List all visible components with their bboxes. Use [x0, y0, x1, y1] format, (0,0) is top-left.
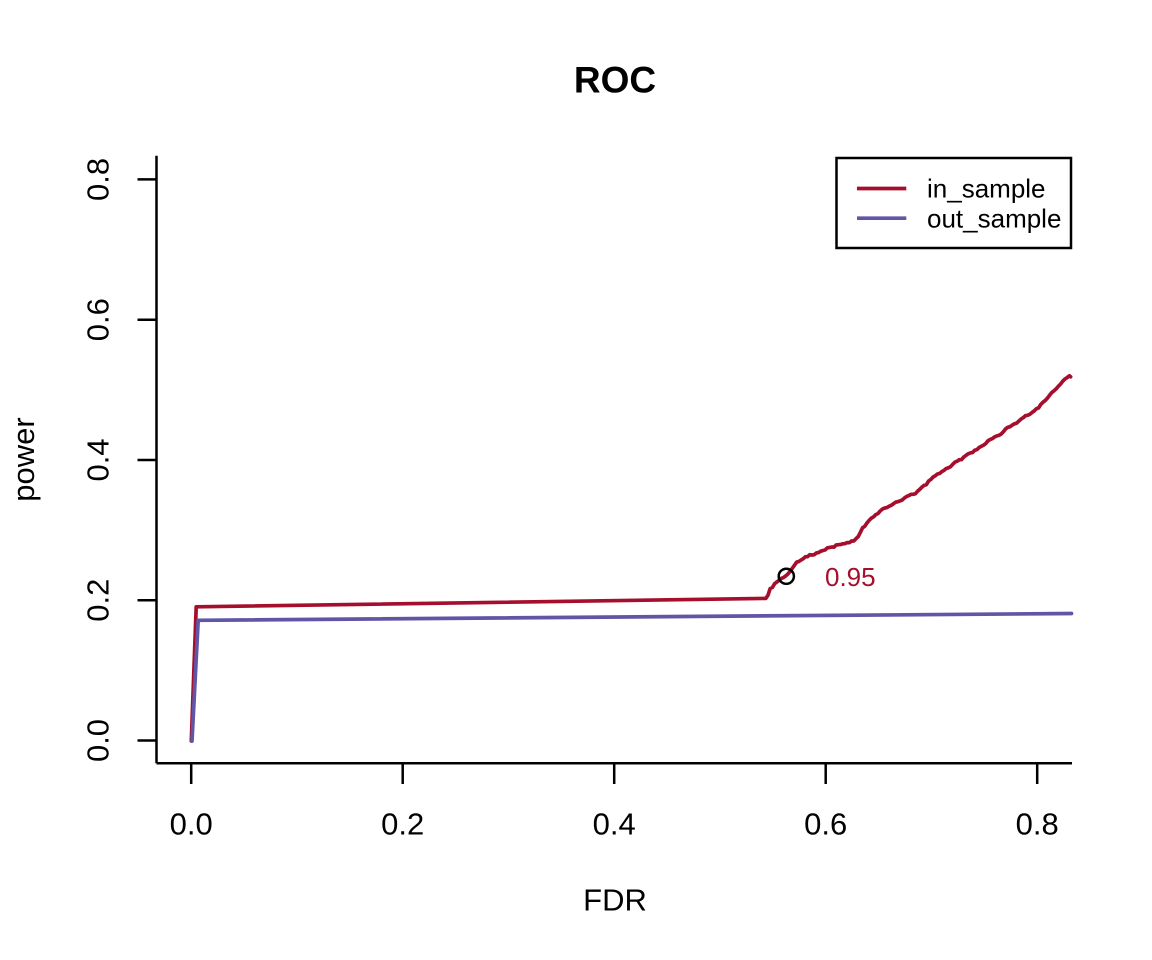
svg-text:ROC: ROC [574, 60, 656, 101]
svg-text:0.95: 0.95 [825, 562, 876, 592]
svg-text:0.0: 0.0 [81, 719, 116, 762]
svg-text:0.6: 0.6 [804, 807, 847, 842]
svg-text:0.8: 0.8 [1016, 807, 1059, 842]
svg-text:0.4: 0.4 [81, 438, 116, 481]
svg-text:FDR: FDR [583, 883, 647, 918]
svg-text:0.6: 0.6 [81, 298, 116, 341]
svg-text:0.2: 0.2 [381, 807, 424, 842]
svg-text:0.2: 0.2 [81, 579, 116, 622]
svg-text:0.0: 0.0 [170, 807, 213, 842]
svg-text:0.8: 0.8 [81, 158, 116, 201]
svg-text:power: power [6, 417, 41, 501]
svg-text:0.4: 0.4 [593, 807, 636, 842]
svg-text:out_sample: out_sample [927, 204, 1061, 234]
svg-text:in_sample: in_sample [927, 173, 1046, 203]
